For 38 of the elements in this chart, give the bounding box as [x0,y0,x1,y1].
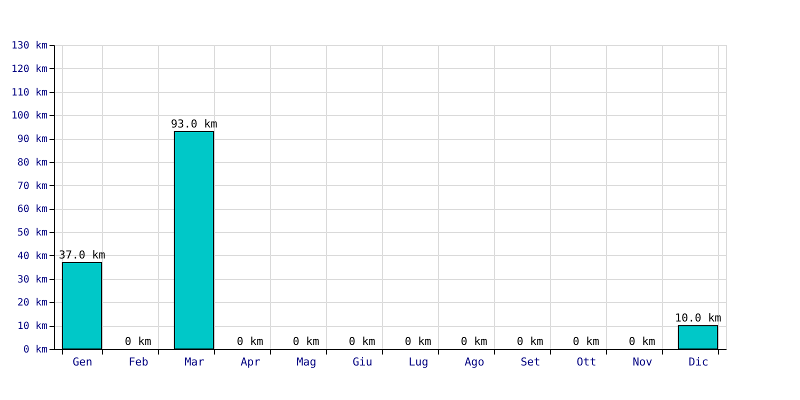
y-tick-label: 120 km [11,64,48,75]
data-label: 0 km [236,335,264,348]
data-label: 0 km [516,335,544,348]
x-tick-label: Gen [72,356,92,368]
x-tick-label: Ott [576,356,596,368]
y-tick-label: 70 km [17,180,48,192]
y-tick-label: 100 km [11,110,48,122]
data-label: 0 km [572,335,600,348]
y-tick-label: 0 km [23,344,48,356]
x-tick-label: Set [520,356,540,368]
data-label: 0 km [404,335,432,348]
data-label: 0 km [124,335,152,348]
x-tick-label: Ago [464,356,484,368]
y-tick-label: 80 km [17,157,48,168]
data-label: 0 km [460,335,488,348]
data-label: 10.0 km [674,312,722,325]
y-tick-label: 30 km [17,274,48,286]
x-tick-label: Mar [184,356,205,368]
x-tick-label: Lug [408,356,428,368]
x-tick-label: Nov [632,356,653,368]
y-tick-label: 60 km [17,204,48,216]
y-tick-label: 10 km [17,321,48,332]
y-tick-label: 20 km [17,298,48,309]
x-tick-label: Giu [352,356,372,368]
data-label: 0 km [292,335,320,348]
data-label: 0 km [628,335,656,348]
data-label: 0 km [348,335,376,348]
data-label: 93.0 km [170,118,218,131]
x-tick-label: Apr [240,356,261,368]
y-tick-label: 90 km [17,134,48,146]
y-tick-label: 130 km [11,40,48,52]
x-tick-label: Mag [296,356,316,368]
y-tick-label: 110 km [11,87,48,98]
data-label: 37.0 km [58,248,106,262]
x-tick-label: Dic [688,356,708,368]
y-tick-label: 40 km [17,250,48,262]
x-tick-label: Feb [128,356,148,368]
y-tick-label: 50 km [17,228,48,239]
